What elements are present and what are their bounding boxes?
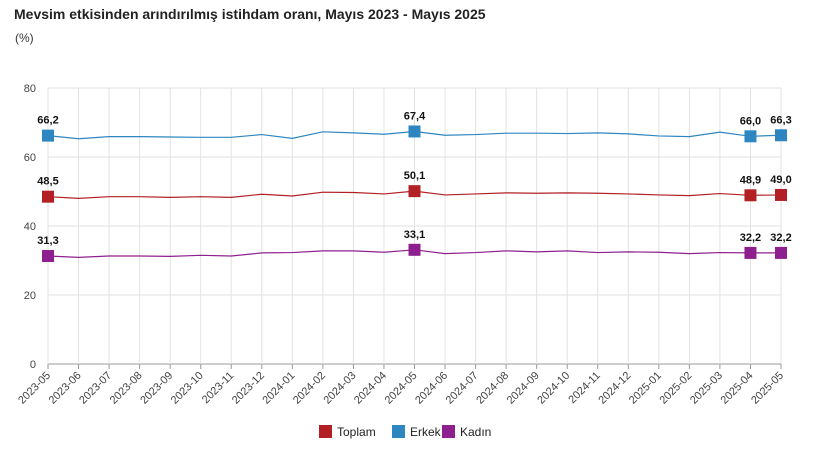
x-tick-label: 2024-10 xyxy=(535,370,572,407)
data-label: 66,2 xyxy=(37,115,58,127)
x-tick-label: 2023-07 xyxy=(77,370,114,407)
data-label: 31,3 xyxy=(37,235,58,247)
legend-swatch-erkek xyxy=(392,425,405,438)
data-point-marker xyxy=(775,188,787,201)
legend-swatch-kadın xyxy=(442,425,455,438)
x-tick-label: 2024-06 xyxy=(413,370,450,407)
x-tick-label: 2024-05 xyxy=(383,370,420,407)
data-point-marker xyxy=(408,185,421,198)
data-point-marker xyxy=(42,129,54,142)
data-label: 50,1 xyxy=(404,170,425,182)
x-tick-label: 2025-04 xyxy=(719,370,756,407)
y-tick-label: 0 xyxy=(30,359,36,371)
y-tick-label: 80 xyxy=(24,83,36,95)
x-tick-label: 2024-02 xyxy=(291,370,328,407)
legend-label-toplam: Toplam xyxy=(337,425,376,439)
data-point-marker xyxy=(42,250,54,263)
data-label: 66,0 xyxy=(740,115,761,127)
y-tick-label: 60 xyxy=(24,152,36,164)
data-label: 49,0 xyxy=(770,174,791,186)
x-tick-label: 2025-03 xyxy=(688,370,725,407)
unit-label: (%) xyxy=(15,31,34,45)
data-label: 32,2 xyxy=(770,232,791,244)
y-tick-label: 40 xyxy=(24,221,36,233)
x-tick-label: 2024-07 xyxy=(444,370,481,407)
data-label: 32,2 xyxy=(740,232,761,244)
y-tick-label: 20 xyxy=(24,290,36,302)
x-tick-label: 2024-11 xyxy=(566,370,602,406)
legend-label-kadın: Kadın xyxy=(460,425,491,439)
data-label: 66,3 xyxy=(770,114,791,126)
x-tick-label: 2024-04 xyxy=(352,370,389,407)
data-point-marker xyxy=(744,189,757,202)
data-point-marker xyxy=(408,125,421,138)
chart-title: Mevsim etkisinden arındırılmış istihdam … xyxy=(14,6,486,22)
legend-swatch-toplam xyxy=(319,425,332,438)
x-tick-label: 2023-08 xyxy=(108,370,145,407)
x-tick-label: 2024-12 xyxy=(596,370,633,407)
x-tick-label: 2023-11 xyxy=(200,370,236,406)
x-tick-label: 2023-05 xyxy=(16,370,53,407)
x-tick-label: 2025-01 xyxy=(627,370,664,407)
data-point-marker xyxy=(42,190,54,203)
x-tick-label: 2023-10 xyxy=(169,370,206,407)
x-tick-label: 2024-01 xyxy=(260,370,297,407)
data-point-marker xyxy=(408,243,421,256)
data-label: 48,5 xyxy=(37,176,58,188)
data-point-marker xyxy=(775,129,787,142)
data-point-marker xyxy=(775,246,787,259)
x-tick-label: 2023-06 xyxy=(47,370,84,407)
x-tick-label: 2025-02 xyxy=(657,370,694,407)
legend-label-erkek: Erkek xyxy=(410,425,442,439)
data-point-marker xyxy=(744,130,757,143)
x-tick-label: 2024-08 xyxy=(474,370,511,407)
x-tick-label: 2024-09 xyxy=(505,370,542,407)
data-label: 67,4 xyxy=(404,110,426,122)
data-label: 48,9 xyxy=(740,174,761,186)
x-tick-label: 2025-05 xyxy=(749,370,786,407)
data-label: 33,1 xyxy=(404,229,425,241)
x-tick-label: 2023-12 xyxy=(230,370,267,407)
x-tick-label: 2023-09 xyxy=(138,370,175,407)
x-tick-label: 2024-03 xyxy=(322,370,359,407)
data-point-marker xyxy=(744,246,757,259)
